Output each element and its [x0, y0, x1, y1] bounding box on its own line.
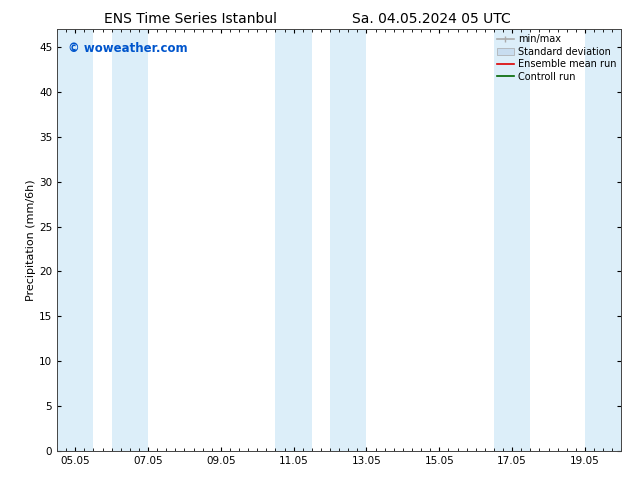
Bar: [57, 29, 93, 451]
Text: © woweather.com: © woweather.com: [68, 42, 188, 55]
Y-axis label: Precipitation (mm/6h): Precipitation (mm/6h): [26, 179, 36, 301]
Bar: [585, 29, 621, 451]
Bar: [330, 29, 366, 451]
Bar: [494, 29, 530, 451]
Bar: [276, 29, 312, 451]
Text: ENS Time Series Istanbul: ENS Time Series Istanbul: [104, 12, 276, 26]
Text: Sa. 04.05.2024 05 UTC: Sa. 04.05.2024 05 UTC: [352, 12, 510, 26]
Bar: [112, 29, 148, 451]
Legend: min/max, Standard deviation, Ensemble mean run, Controll run: min/max, Standard deviation, Ensemble me…: [494, 31, 619, 84]
